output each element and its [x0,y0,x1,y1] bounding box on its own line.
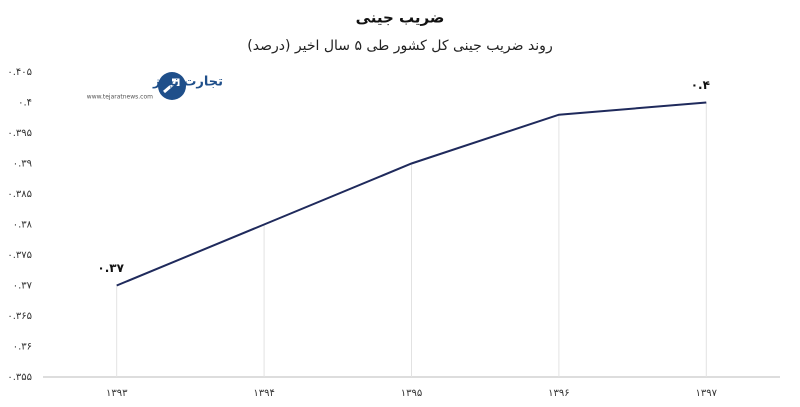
logo-url: www.tejaratnews.com [87,94,153,101]
y-tick-label: ۰.۳۷ [13,281,33,292]
chart-subtitle: روند ضریب جینی کل کشور طی ۵ سال اخیر (در… [247,38,552,54]
chart-title: ضریب جینی [356,9,445,27]
y-tick-label: ۰.۳۶۵ [7,311,32,322]
y-tick-label: ۰.۳۹۵ [7,128,32,139]
logo-name: تجارت نیوز [152,75,223,90]
x-tick-label: ۱۳۹۷ [696,388,718,399]
x-tick-label: ۱۳۹۴ [253,388,274,399]
x-tick-label: ۱۳۹۳ [106,388,128,399]
y-tick-label: ۰.۳۶ [13,342,32,353]
y-tick-label: ۰.۳۹ [13,159,32,170]
logo-arrow [163,78,180,94]
data-line [116,101,707,287]
data-label: ۰.۴ [691,78,710,92]
y-tick-label: ۰.۳۸۵ [7,189,32,200]
y-tick-label: ۰.۳۵۵ [7,372,32,383]
y-tick-label: ۰.۴ [18,98,32,109]
y-tick-label: ۰.۳۸ [13,220,33,231]
y-tick-label: ۰.۳۷۵ [7,250,32,261]
x-tick-label: ۱۳۹۶ [548,388,569,399]
logo: تجارت نیوز www.tejaratnews.com [87,72,223,101]
x-tick-label: ۱۳۹۵ [401,388,422,399]
data-label: ۰.۳۷ [97,261,124,275]
y-tick-label: ۰.۴۰۵ [7,67,32,78]
